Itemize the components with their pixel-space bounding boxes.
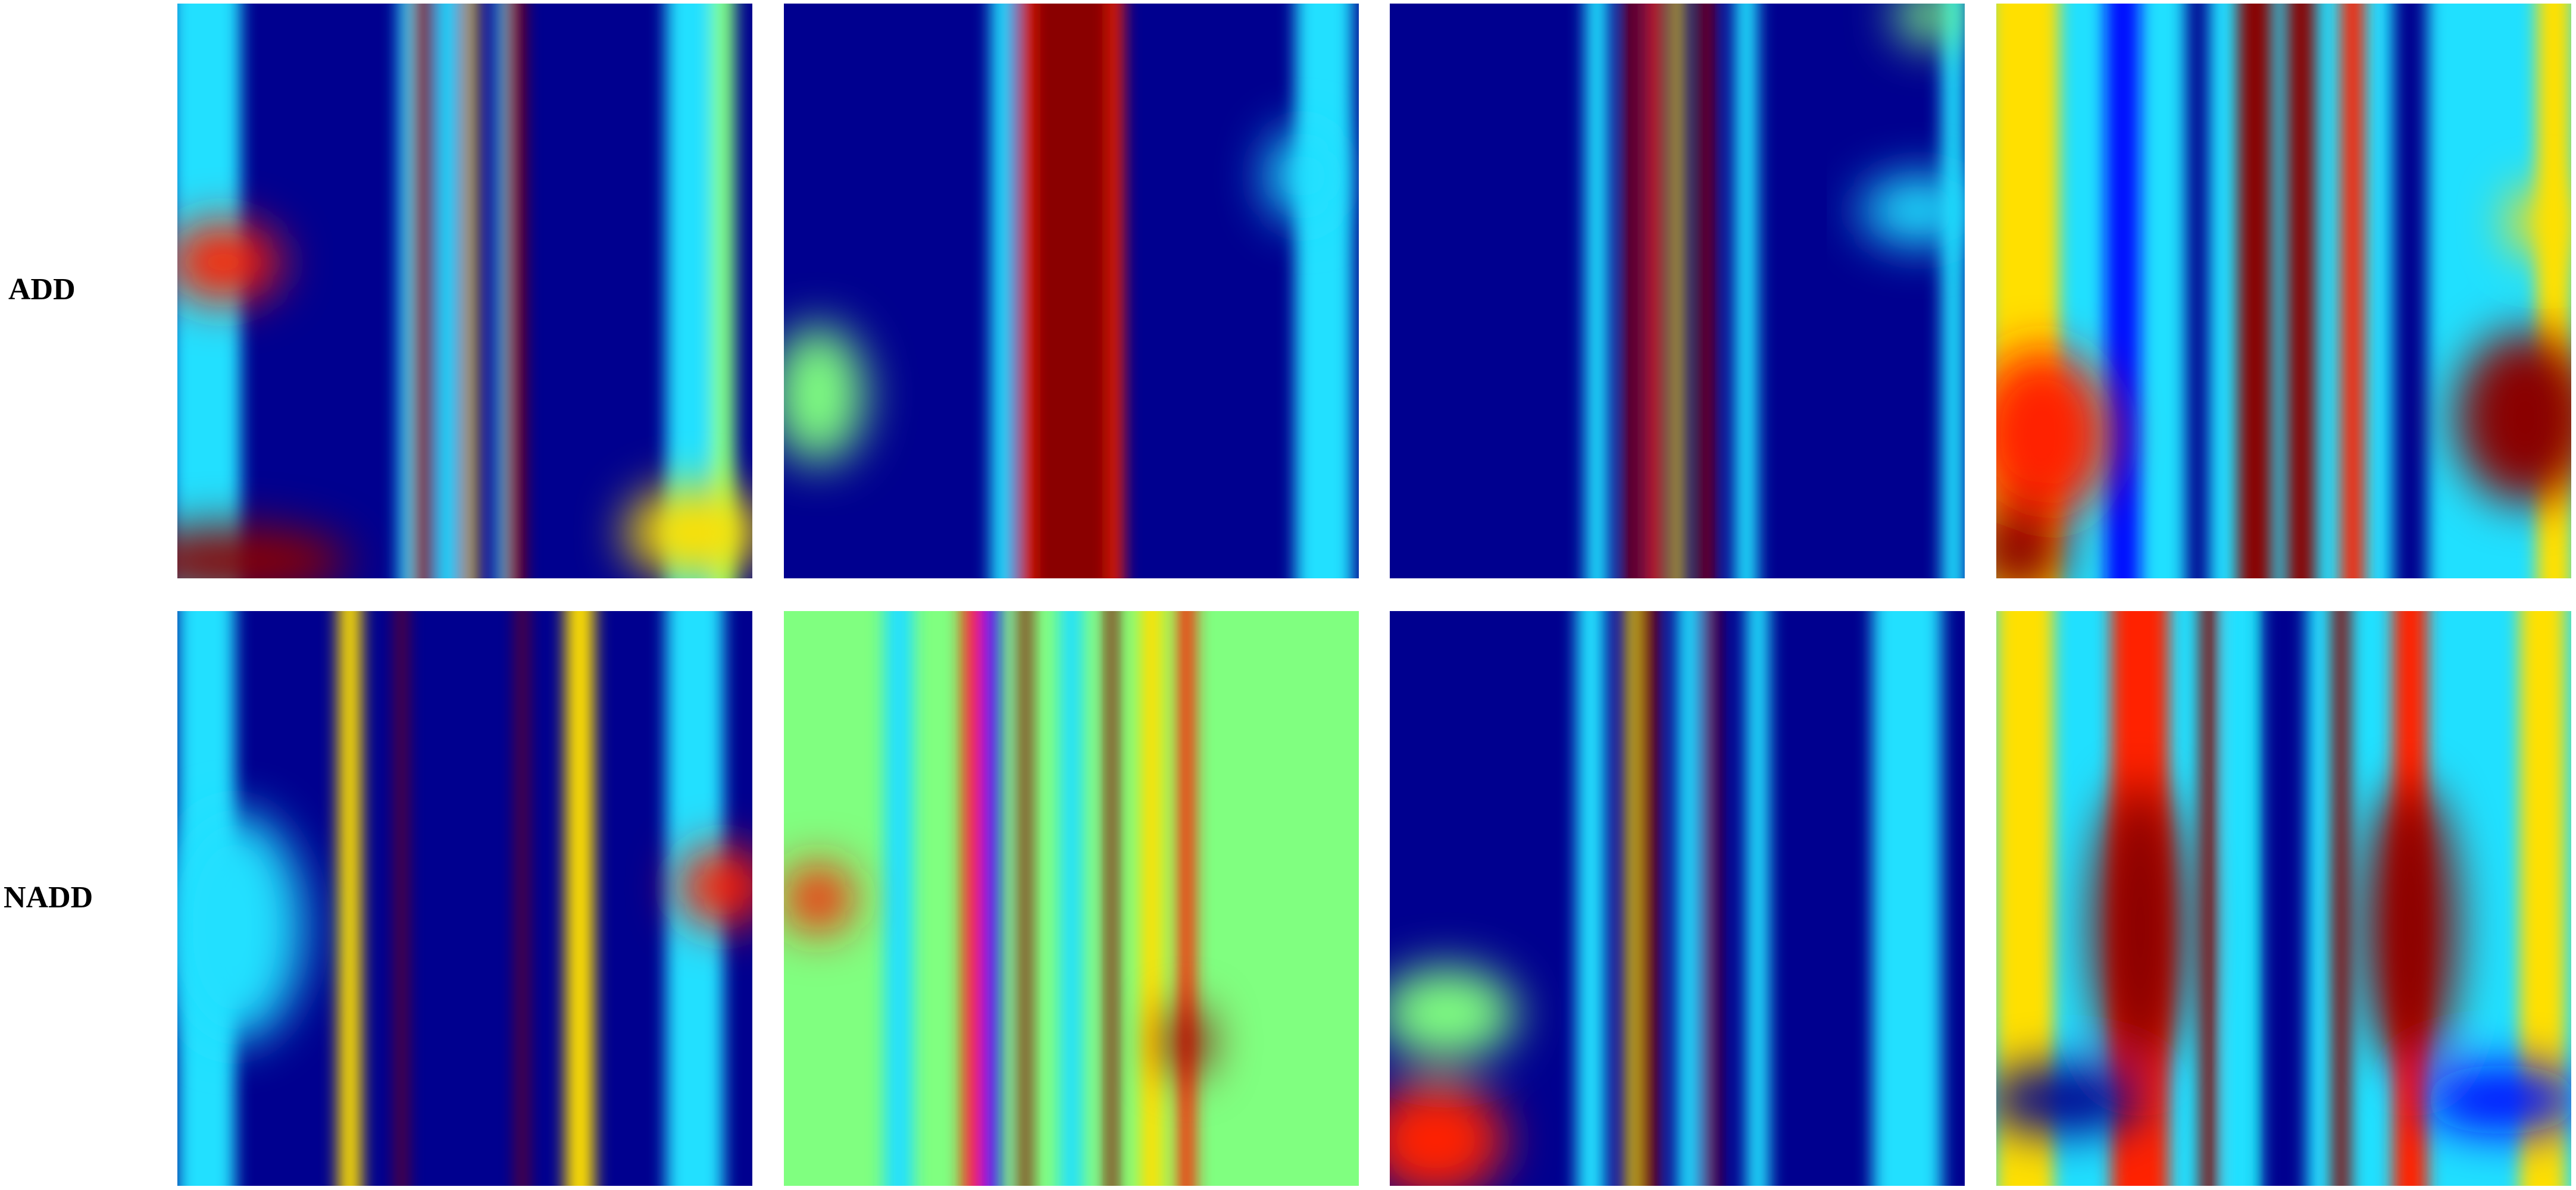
- heatmap-stripe: [1020, 611, 1031, 1186]
- heatmap-stripe: [2393, 4, 2428, 578]
- heatmap-stripes: [884, 611, 1195, 1186]
- heatmap-stripes: [1576, 611, 1942, 1186]
- heatmap-stripe: [1585, 4, 1609, 578]
- heatmap-blobs: [1861, 4, 1965, 245]
- heatmap-stripe: [982, 611, 1000, 1186]
- heatmap-stripe: [2341, 4, 2365, 578]
- heatmap-panel: [1996, 4, 2571, 578]
- heatmap-stripe: [1640, 611, 1658, 1186]
- heatmap-blob: [2364, 783, 2456, 1071]
- heatmap-blob: [2508, 187, 2571, 257]
- heatmap-stripe: [1746, 611, 1770, 1186]
- heatmap-blobs: [1996, 783, 2571, 1135]
- heatmap-stripe: [1942, 4, 1965, 578]
- heatmap-blobs: [177, 222, 752, 578]
- heatmap-blob: [1390, 1082, 1505, 1186]
- row-label: ADD: [8, 273, 76, 306]
- heatmap-stripe: [990, 4, 1014, 578]
- heatmap-blob: [2094, 783, 2186, 1071]
- heatmap-panel: [1390, 4, 1965, 578]
- heatmap-stripe: [2237, 4, 2272, 578]
- heatmap-stripe: [1625, 611, 1637, 1186]
- heatmap-stripe: [504, 4, 524, 578]
- heatmap-blob: [1896, 4, 1965, 44]
- heatmap-stripe: [2105, 4, 2140, 578]
- heatmap-stripe: [397, 611, 406, 1186]
- heatmap-stripe: [518, 611, 527, 1186]
- heatmap-stripe: [1677, 611, 1700, 1186]
- heatmap-stripe: [1624, 4, 1639, 578]
- heatmap-blobs: [1390, 967, 1517, 1186]
- heatmap-stripe: [411, 4, 432, 578]
- heatmap-blobs: [784, 864, 1209, 1077]
- heatmap-stripe: [1647, 4, 1662, 578]
- heatmap-panel: [177, 611, 752, 1186]
- heatmap-stripes: [990, 4, 1353, 578]
- heatmap-blob: [1163, 1007, 1209, 1077]
- heatmap-stripe: [2261, 611, 2307, 1186]
- heatmap-stripe: [1699, 4, 1714, 578]
- heatmap-blob: [177, 812, 304, 1042]
- heatmap-blob: [784, 325, 865, 464]
- row-label: NADD: [4, 881, 93, 915]
- heatmap-stripe: [1059, 611, 1083, 1186]
- heatmap-stripe: [1576, 611, 1606, 1186]
- heatmap-stripe: [712, 4, 736, 578]
- heatmap-blob: [1996, 1065, 2146, 1135]
- heatmap-stripe: [338, 611, 362, 1186]
- heatmap-panel: [784, 611, 1359, 1186]
- heatmap-stripe: [962, 611, 986, 1186]
- heatmap-blob: [784, 864, 853, 933]
- heatmap-blob: [677, 847, 752, 928]
- heatmap-blob: [1996, 503, 2065, 578]
- heatmap-stripe: [1872, 611, 1942, 1186]
- heatmap-blob: [2456, 331, 2571, 504]
- heatmap-blob: [2421, 1065, 2571, 1135]
- heatmap-stripe: [2537, 4, 2571, 578]
- heatmap-stripe: [1140, 611, 1164, 1186]
- heatmap-stripes: [1585, 4, 1965, 578]
- heatmap-blob: [1267, 130, 1336, 223]
- heatmap-blob: [626, 486, 752, 578]
- heatmap-stripe: [2286, 4, 2316, 578]
- heatmap-stripe: [436, 4, 459, 578]
- heatmap-stripe: [565, 611, 595, 1186]
- heatmap-blob: [1390, 967, 1517, 1060]
- heatmap-stripe: [2200, 611, 2218, 1186]
- heatmap-blob: [1861, 176, 1965, 245]
- heatmap-stripe: [1671, 4, 1683, 578]
- heatmap-stripe: [1295, 4, 1353, 578]
- heatmap-blob: [1996, 348, 2112, 521]
- heatmap-panel: [177, 4, 752, 578]
- heatmap-panel: [1996, 611, 2571, 1186]
- heatmap-blobs: [784, 130, 1336, 464]
- heatmap-stripe: [2186, 4, 2209, 578]
- heatmap-stripe: [2333, 611, 2350, 1186]
- heatmap-stripe: [884, 611, 914, 1186]
- heatmap-stripe: [465, 4, 477, 578]
- heatmap-stripe: [1706, 611, 1718, 1186]
- heatmap-stripe: [2232, 611, 2244, 1186]
- heatmap-blobs: [1996, 187, 2571, 578]
- heatmap-panel: [784, 4, 1359, 578]
- heatmap-stripe: [1105, 611, 1118, 1186]
- heatmap-stripe: [1734, 4, 1758, 578]
- heatmap-blob: [177, 527, 350, 578]
- heatmap-stripe: [1031, 4, 1112, 578]
- heatmap-stripe: [1177, 611, 1195, 1186]
- heatmap-blob: [177, 222, 281, 303]
- heatmap-blobs: [177, 812, 752, 1042]
- heatmap-panel: [1390, 611, 1965, 1186]
